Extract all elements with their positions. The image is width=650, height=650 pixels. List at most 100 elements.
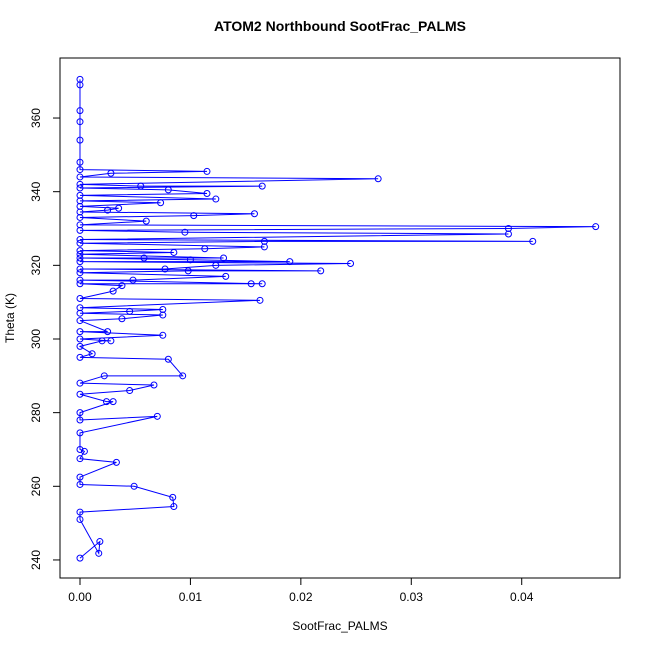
data-point [203, 190, 211, 198]
data-point [150, 381, 158, 389]
data-point [260, 237, 268, 245]
y-axis-label: Theta (K) [3, 293, 17, 343]
x-tick-label: 0.02 [289, 590, 313, 604]
data-point [212, 261, 220, 269]
data-point [88, 350, 96, 358]
data-point [102, 398, 110, 406]
data-point [201, 245, 209, 253]
data-point [220, 254, 228, 262]
y-tick-label: 340 [29, 181, 43, 201]
data-point [76, 473, 84, 481]
data-point [76, 429, 84, 437]
data-point [161, 265, 169, 273]
data-point [76, 445, 84, 453]
data-point [76, 258, 84, 266]
y-tick-label: 360 [29, 108, 43, 128]
data-point [137, 182, 145, 190]
data-point [76, 118, 84, 126]
data-point [76, 75, 84, 83]
data-point [130, 482, 138, 490]
data-point [76, 265, 84, 273]
data-point [76, 166, 84, 174]
data-point [529, 237, 537, 245]
data-point [129, 276, 137, 284]
data-point [76, 304, 84, 312]
data-point [76, 390, 84, 398]
y-tick-label: 280 [29, 402, 43, 422]
data-point [142, 217, 150, 225]
data-point [76, 554, 84, 562]
x-tick-label: 0.00 [68, 590, 92, 604]
y-tick-label: 260 [29, 476, 43, 496]
data-point [76, 191, 84, 199]
data-point [118, 315, 126, 323]
data-line [78, 79, 596, 559]
data-point [104, 206, 112, 214]
data-point [115, 204, 123, 212]
data-point [76, 416, 84, 424]
data-point [76, 239, 84, 247]
data-point [76, 247, 84, 255]
data-point [76, 317, 84, 325]
data-point [76, 294, 84, 302]
data-point [76, 480, 84, 488]
data-point [159, 331, 167, 339]
data-point [170, 503, 178, 511]
y-tick-label: 320 [29, 255, 43, 275]
data-point [109, 398, 117, 406]
data-point [164, 186, 172, 194]
y-tick-label: 240 [29, 550, 43, 570]
data-point [76, 184, 84, 192]
data-point [203, 167, 211, 175]
data-point [76, 254, 84, 262]
data-point [76, 250, 84, 258]
x-tick-label: 0.04 [510, 590, 534, 604]
data-point [76, 335, 84, 343]
data-point [76, 515, 84, 523]
data-point [76, 455, 84, 463]
data-point [76, 180, 84, 188]
chart-title: ATOM2 Northbound SootFrac_PALMS [214, 18, 466, 34]
data-point [76, 353, 84, 361]
data-point [190, 212, 198, 220]
data-point [258, 280, 266, 288]
x-tick-label: 0.03 [400, 590, 424, 604]
data-point [212, 195, 220, 203]
data-point [109, 287, 117, 295]
data-point [256, 296, 264, 304]
data-point [76, 379, 84, 387]
data-point [157, 199, 165, 207]
data-point [80, 447, 88, 455]
data-point [317, 267, 325, 275]
data-point [76, 136, 84, 144]
data-point [76, 158, 84, 166]
data-point [258, 182, 266, 190]
x-axis-label: SootFrac_PALMS [292, 619, 387, 633]
data-point [104, 328, 112, 336]
data-point [170, 248, 178, 256]
data-point [592, 223, 600, 231]
data-point [76, 221, 84, 229]
data-point [98, 337, 106, 345]
data-point [169, 493, 177, 501]
data-point [76, 342, 84, 350]
data-point [181, 228, 189, 236]
data-point [118, 282, 126, 290]
data-point [76, 107, 84, 115]
data-point [76, 269, 84, 277]
x-tick-label: 0.01 [179, 590, 203, 604]
plot-frame [59, 57, 621, 579]
data-point [107, 337, 115, 345]
data-point [504, 225, 512, 233]
data-point [107, 169, 115, 177]
data-point [100, 372, 108, 380]
data-point [76, 236, 84, 244]
data-point [95, 549, 103, 557]
data-point [76, 173, 84, 181]
data-point [140, 254, 148, 262]
data-point [179, 372, 187, 380]
data-point [247, 280, 255, 288]
y-tick-label: 300 [29, 329, 43, 349]
data-point [222, 272, 230, 280]
